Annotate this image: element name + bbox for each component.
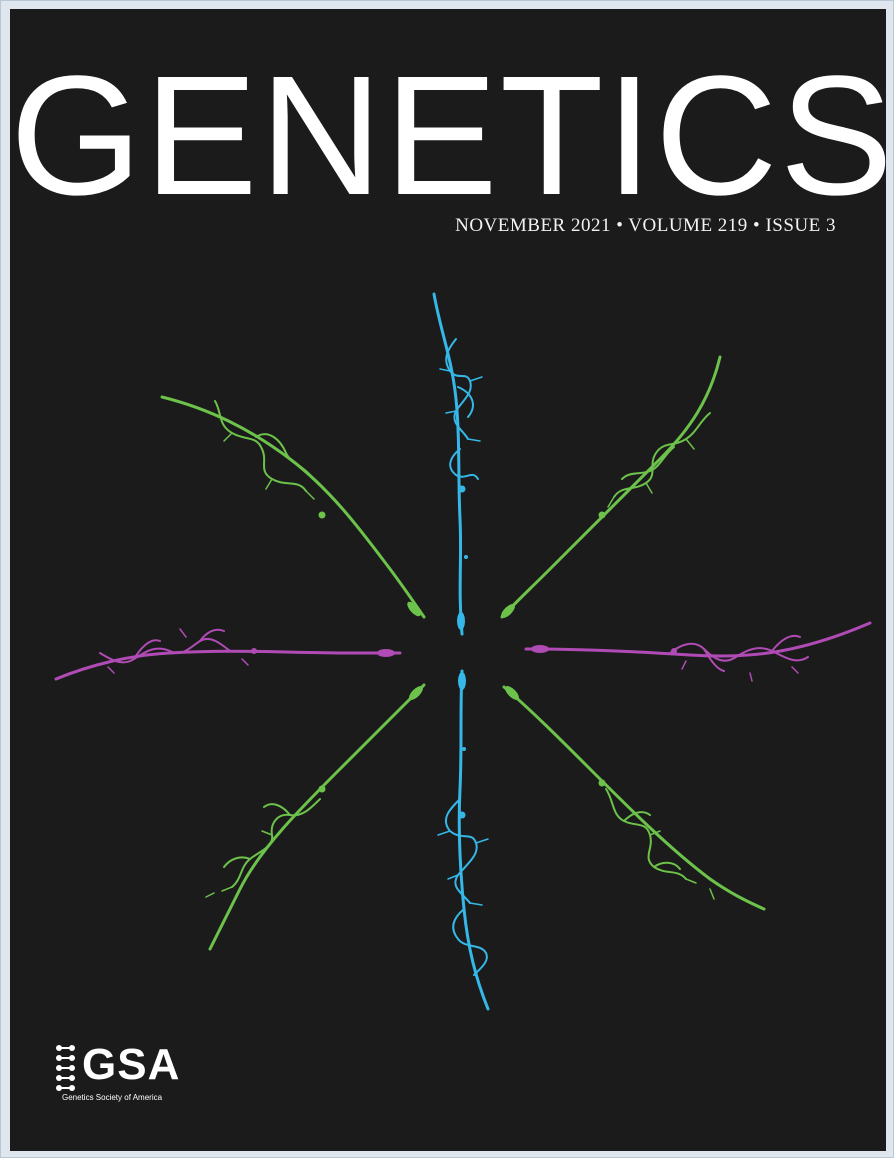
publisher-logo: GSA Genetics Society of America [54, 1039, 234, 1109]
journal-title: GENETICS [10, 41, 886, 231]
neuron-upper-right [500, 355, 722, 619]
issue-line: NOVEMBER 2021 • VOLUME 219 • ISSUE 3 [455, 215, 836, 236]
publisher-logo-text: GSA [82, 1040, 181, 1089]
neuron-bottom [437, 669, 490, 1011]
neuron-left [54, 628, 402, 681]
neuron-lower-left [205, 683, 426, 951]
neuron-right [524, 621, 872, 682]
neuron-upper-left [160, 395, 426, 619]
dna-icon [56, 1045, 75, 1091]
journal-cover: GENETICS NOVEMBER 2021 • VOLUME 219 • IS… [10, 9, 886, 1151]
publisher-name: Genetics Society of America [62, 1093, 163, 1102]
cover-artwork [54, 292, 872, 1011]
neuron-lower-right [502, 685, 766, 911]
neuron-top [432, 292, 483, 636]
